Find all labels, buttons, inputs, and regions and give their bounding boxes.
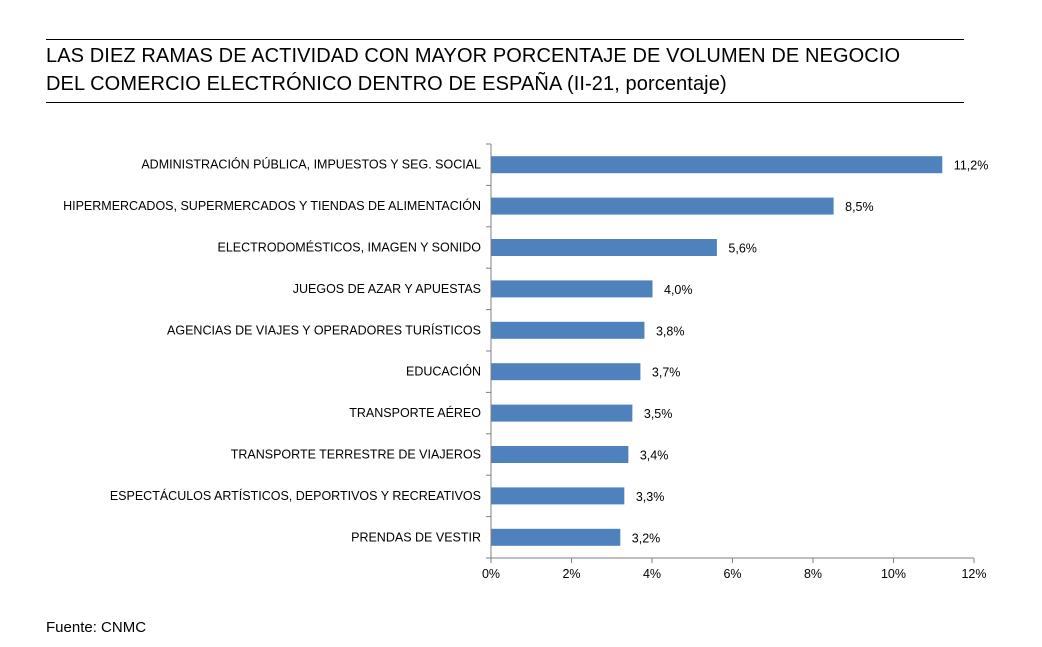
category-label: HIPERMERCADOS, SUPERMERCADOS Y TIENDAS D… [63,198,481,213]
bar [491,239,717,256]
bar [491,197,834,215]
category-label: AGENCIAS DE VIAJES Y OPERADORES TURÍSTIC… [167,322,481,337]
chart-title-line-2: DEL COMERCIO ELECTRÓNICO DENTRO DE ESPAÑ… [46,73,727,95]
value-label: 4,0% [664,283,693,297]
value-label: 3,3% [636,490,665,504]
x-tick-label: 6% [723,567,741,581]
category-label: JUEGOS DE AZAR Y APUESTAS [293,282,481,296]
bar [491,321,645,339]
bar [491,280,653,298]
x-tick-label: 0% [482,567,500,581]
x-tick-label: 8% [804,567,822,581]
value-label: 3,4% [640,449,669,463]
x-tick-label: 10% [881,567,906,581]
category-label: ADMINISTRACIÓN PÚBLICA, IMPUESTOS Y SEG.… [141,157,481,172]
bar [491,446,629,463]
value-label: 3,5% [644,407,673,421]
value-label: 3,2% [632,531,661,545]
category-label: TRANSPORTE TERRESTRE DE VIAJEROS [231,448,481,462]
x-tick-label: 2% [562,567,580,581]
bar [491,363,641,381]
bar [491,528,621,546]
source-note: Fuente: CNMC [46,619,147,636]
value-label: 3,7% [652,366,681,380]
x-tick-label: 12% [961,567,986,581]
bar [491,156,943,174]
bar [491,404,633,422]
category-label: ESPECTÁCULOS ARTÍSTICOS, DEPORTIVOS Y RE… [110,488,481,503]
bar [491,487,625,505]
chart-title: LAS DIEZ RAMAS DE ACTIVIDAD CON MAYOR PO… [46,39,964,103]
value-label: 8,5% [845,200,874,214]
chart-title-line-1: LAS DIEZ RAMAS DE ACTIVIDAD CON MAYOR PO… [46,45,901,67]
value-label: 11,2% [954,159,989,173]
category-label: TRANSPORTE AÉREO [349,405,481,420]
category-label: ELECTRODOMÉSTICOS, IMAGEN Y SONIDO [218,240,482,255]
value-label: 5,6% [728,242,757,256]
value-label: 3,8% [656,324,685,338]
category-label: PRENDAS DE VESTIR [351,530,481,544]
x-tick-label: 4% [643,567,661,581]
category-label: EDUCACIÓN [406,364,481,379]
